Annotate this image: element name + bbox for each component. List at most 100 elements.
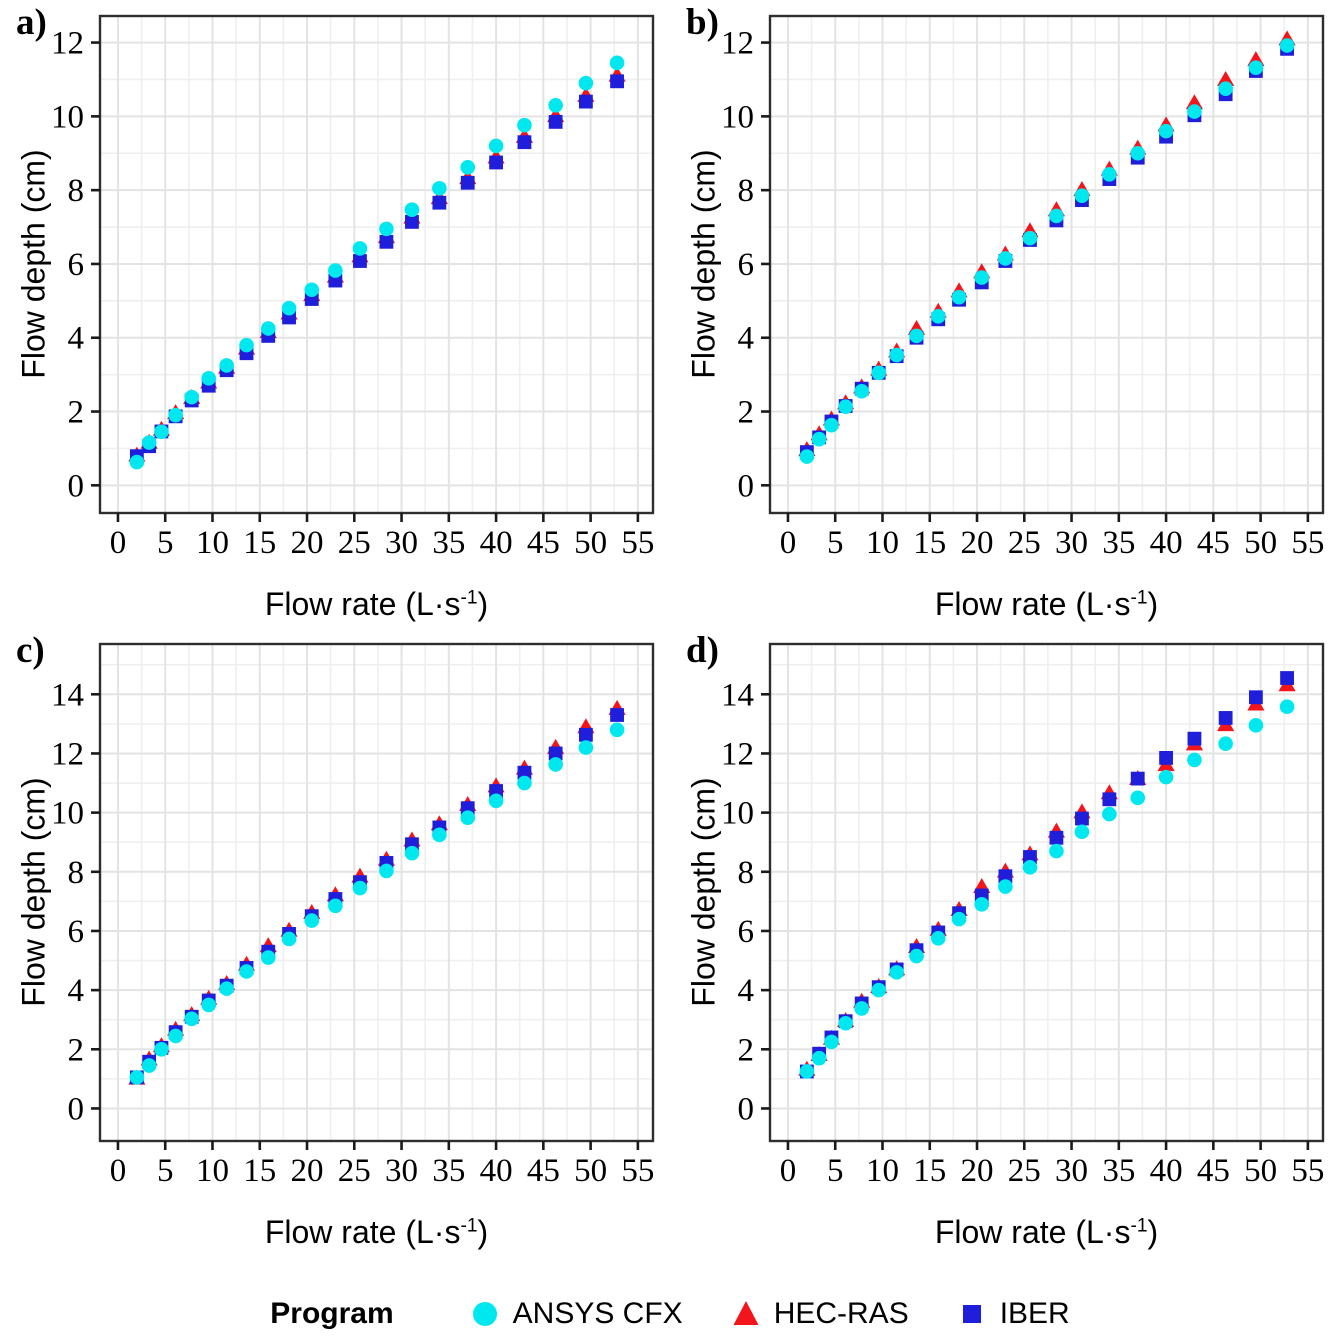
series-ansys-cfx bbox=[129, 722, 625, 1085]
series-ansys-cfx bbox=[129, 55, 625, 470]
svg-text:12: 12 bbox=[51, 26, 84, 62]
svg-text:0: 0 bbox=[780, 525, 797, 561]
panel-a: 0 5 10 15 20 25 30 35 40 45 50 55 0 2 4 6 8 10 12 a) Flow … bbox=[0, 0, 670, 670]
svg-text:20: 20 bbox=[291, 1153, 324, 1189]
svg-text:0: 0 bbox=[780, 1153, 797, 1189]
svg-text:10: 10 bbox=[721, 796, 754, 832]
svg-text:12: 12 bbox=[51, 736, 84, 772]
axis-ticks bbox=[761, 692, 1310, 1150]
panel-b-y-axis-title: Flow depth (cm) bbox=[685, 149, 722, 379]
panel-d-x-axis-title: Flow rate (L·s-1) bbox=[770, 1214, 1323, 1251]
panel-c-letter: c) bbox=[16, 630, 45, 671]
panel-a-letter: a) bbox=[16, 2, 47, 43]
triangle-marker-icon bbox=[733, 1301, 759, 1325]
axis-ticks bbox=[91, 692, 640, 1150]
x-axis-title-exponent: -1 bbox=[1130, 1215, 1148, 1237]
svg-text:14: 14 bbox=[721, 677, 754, 713]
legend-title: Program bbox=[270, 1297, 394, 1330]
series-ansys-cfx bbox=[799, 699, 1295, 1079]
svg-text:2: 2 bbox=[738, 1032, 755, 1068]
svg-text:2: 2 bbox=[68, 1032, 85, 1068]
x-axis-title-base: Flow rate (L·s bbox=[934, 1214, 1131, 1250]
svg-text:35: 35 bbox=[432, 1153, 465, 1189]
axis-ticks bbox=[761, 41, 1310, 522]
svg-text:30: 30 bbox=[385, 1153, 418, 1189]
svg-text:5: 5 bbox=[827, 525, 844, 561]
svg-text:0: 0 bbox=[738, 1091, 755, 1127]
circle-marker-icon bbox=[472, 1302, 497, 1326]
svg-text:15: 15 bbox=[913, 1153, 946, 1189]
panel-c-x-axis-title: Flow rate (L·s-1) bbox=[100, 1214, 653, 1251]
legend-item-hec-ras: HEC-RAS bbox=[729, 1297, 909, 1331]
svg-text:35: 35 bbox=[1102, 1153, 1135, 1189]
series-ansys-cfx bbox=[799, 38, 1295, 464]
svg-text:55: 55 bbox=[621, 525, 654, 561]
x-axis-title-close: ) bbox=[1147, 1214, 1159, 1250]
svg-text:0: 0 bbox=[738, 468, 755, 504]
svg-text:45: 45 bbox=[1197, 525, 1230, 561]
svg-text:5: 5 bbox=[827, 1153, 844, 1189]
panel-b-letter: b) bbox=[686, 2, 719, 43]
series-iber bbox=[799, 41, 1294, 460]
svg-text:55: 55 bbox=[1291, 1153, 1324, 1189]
svg-text:50: 50 bbox=[1244, 1153, 1277, 1189]
svg-text:10: 10 bbox=[196, 1153, 229, 1189]
svg-text:45: 45 bbox=[527, 525, 560, 561]
legend-item-label: HEC-RAS bbox=[773, 1297, 909, 1330]
legend-item-ansys-cfx: ANSYS CFX bbox=[468, 1297, 683, 1331]
panel-b: 0 5 10 15 20 25 30 35 40 45 50 55 0 2 4 6 8 10 12 b) Flow … bbox=[670, 0, 1340, 670]
svg-text:8: 8 bbox=[68, 173, 85, 209]
svg-text:30: 30 bbox=[385, 525, 418, 561]
panel-c-y-axis-title: Flow depth (cm) bbox=[15, 777, 52, 1007]
svg-text:0: 0 bbox=[68, 1091, 85, 1127]
svg-text:40: 40 bbox=[1150, 1153, 1183, 1189]
svg-text:25: 25 bbox=[1008, 525, 1041, 561]
svg-text:15: 15 bbox=[243, 525, 276, 561]
svg-text:4: 4 bbox=[738, 321, 755, 357]
svg-text:15: 15 bbox=[913, 525, 946, 561]
svg-text:12: 12 bbox=[721, 26, 754, 62]
panel-a-x-axis-title: Flow rate (L·s-1) bbox=[100, 586, 653, 623]
svg-text:6: 6 bbox=[68, 914, 85, 950]
legend: Program ANSYS CFX HEC-RAS IBER bbox=[0, 1288, 1340, 1340]
panel-b-x-axis-title: Flow rate (L·s-1) bbox=[770, 586, 1323, 623]
x-axis-title-base: Flow rate (L·s bbox=[264, 1214, 461, 1250]
series-iber bbox=[129, 74, 624, 464]
gridlines bbox=[100, 16, 653, 513]
gridlines bbox=[770, 644, 1323, 1141]
svg-text:40: 40 bbox=[480, 1153, 513, 1189]
svg-text:4: 4 bbox=[738, 973, 755, 1009]
svg-text:2: 2 bbox=[68, 395, 85, 431]
panel-a-y-axis-title: Flow depth (cm) bbox=[15, 149, 52, 379]
series-hec-ras bbox=[798, 676, 1296, 1076]
series-iber bbox=[799, 671, 1294, 1079]
svg-text:2: 2 bbox=[738, 395, 755, 431]
svg-text:35: 35 bbox=[432, 525, 465, 561]
svg-text:4: 4 bbox=[68, 321, 85, 357]
svg-text:10: 10 bbox=[866, 525, 899, 561]
svg-text:20: 20 bbox=[291, 525, 324, 561]
x-axis-title-exponent: -1 bbox=[1130, 587, 1148, 609]
svg-text:25: 25 bbox=[338, 1153, 371, 1189]
legend-item-label: ANSYS CFX bbox=[512, 1297, 683, 1330]
svg-text:0: 0 bbox=[68, 468, 85, 504]
svg-text:10: 10 bbox=[51, 99, 84, 135]
svg-text:30: 30 bbox=[1055, 525, 1088, 561]
gridlines bbox=[770, 16, 1323, 513]
x-axis-title-close: ) bbox=[477, 586, 489, 622]
svg-text:25: 25 bbox=[1008, 1153, 1041, 1189]
svg-text:20: 20 bbox=[961, 1153, 994, 1189]
panel-d: 0 5 10 15 20 25 30 35 40 45 50 55 0 2 4 6 8 10 12 14 d) Flo… bbox=[670, 628, 1340, 1298]
x-axis-title-close: ) bbox=[1147, 586, 1159, 622]
svg-text:50: 50 bbox=[1244, 525, 1277, 561]
svg-text:20: 20 bbox=[961, 525, 994, 561]
x-axis-title-exponent: -1 bbox=[460, 1215, 478, 1237]
x-axis-title-base: Flow rate (L·s bbox=[264, 586, 461, 622]
